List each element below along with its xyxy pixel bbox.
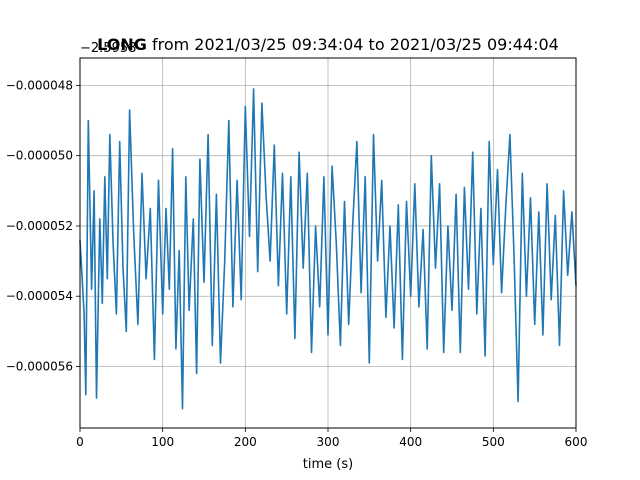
x-tick-label: 200 xyxy=(234,435,257,449)
y-tick-label: −0.000052 xyxy=(6,219,73,233)
x-tick-label: 100 xyxy=(151,435,174,449)
x-tick-label: 0 xyxy=(76,435,84,449)
x-tick-label: 400 xyxy=(399,435,422,449)
y-axis-offset-label: −2.5958 xyxy=(80,41,136,56)
series-line xyxy=(79,88,577,410)
y-tick-label: −0.000056 xyxy=(6,360,73,374)
chart-title-rest: from 2021/03/25 09:34:04 to 2021/03/25 0… xyxy=(147,35,559,54)
chart-title: LONG from 2021/03/25 09:34:04 to 2021/03… xyxy=(97,35,559,54)
x-axis-label: time (s) xyxy=(303,457,353,472)
chart-title-bold: LONG xyxy=(97,35,147,54)
data-series xyxy=(79,88,577,410)
y-axis-ticks: −0.000056 −0.000054 −0.000052 −0.000050 −0.0… xyxy=(6,78,80,374)
y-tick-label: −0.000054 xyxy=(6,289,73,303)
y-tick-label: −0.000048 xyxy=(6,78,73,92)
x-axis-ticks: 0 100 200 300 400 500 600 xyxy=(76,428,587,449)
y-tick-label: −0.000050 xyxy=(6,149,73,163)
x-tick-label: 500 xyxy=(482,435,505,449)
x-tick-label: 300 xyxy=(317,435,340,449)
x-tick-label: 600 xyxy=(565,435,588,449)
